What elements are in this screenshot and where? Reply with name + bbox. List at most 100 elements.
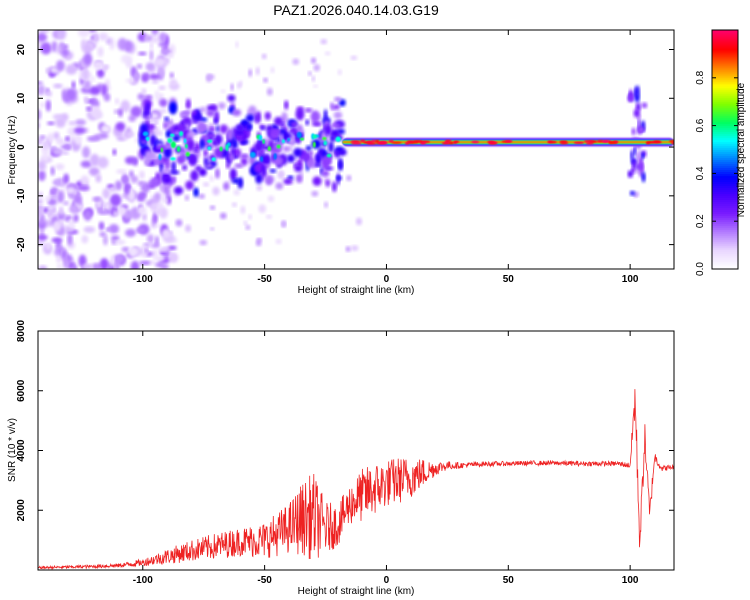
- colorbar-strip: [712, 179, 738, 182]
- snr-y-tick-label: 4000: [16, 439, 27, 462]
- colorbar-strip: [712, 33, 738, 37]
- spectrogram-cell: [171, 160, 176, 173]
- spectrogram-cell: [116, 169, 128, 174]
- spectrogram-cell: [38, 199, 44, 205]
- spectrogram-cell: [99, 231, 107, 237]
- snr-x-tick-label: 0: [384, 575, 390, 586]
- spectrogram-cell: [46, 242, 51, 251]
- colorbar-strip: [712, 69, 738, 73]
- colorbar-strip: [712, 121, 738, 125]
- spectrogram-cell: [198, 193, 205, 199]
- spectrogram-cell: [471, 140, 480, 144]
- spectrogram-cell: [120, 100, 131, 113]
- spectrogram-cell: [135, 227, 146, 233]
- spectrogram-cell: [287, 137, 291, 142]
- spectrogram-cell: [231, 202, 237, 207]
- colorbar-strip: [712, 261, 738, 264]
- spectrogram-cell: [283, 145, 291, 152]
- colorbar-strip: [712, 237, 738, 240]
- colorbar-strip: [712, 191, 738, 194]
- spectrogram-cell: [310, 110, 320, 123]
- colorbar-strip: [712, 37, 738, 41]
- spectrogram-cell: [55, 60, 65, 72]
- spectrogram-cell: [176, 145, 181, 153]
- colorbar-strip: [712, 127, 738, 131]
- spectrogram-cell: [585, 142, 594, 145]
- spectrogram-cell: [162, 198, 168, 203]
- spectrogram-cell: [186, 139, 195, 152]
- colorbar-strip: [712, 30, 738, 33]
- spectrogram-cell: [633, 109, 640, 118]
- colorbar-strip: [712, 241, 738, 244]
- spectrogram-cell: [627, 170, 633, 178]
- colorbar-strip: [712, 163, 738, 167]
- snr-y-tick-label: 8000: [16, 319, 27, 342]
- spectrogram-cell: [232, 178, 241, 184]
- colorbar-tick-label: 0.0: [695, 262, 706, 276]
- spectrogram-cell: [38, 109, 42, 121]
- colorbar-strip: [712, 101, 738, 105]
- colorbar-strip: [712, 151, 738, 155]
- spectrogram-cell: [270, 66, 275, 74]
- spectrogram-cell: [170, 133, 175, 137]
- snr-x-tick-label: 100: [622, 575, 639, 586]
- spectrogram-cell: [137, 180, 145, 186]
- spectrogram-y-tick-label: 10: [16, 92, 27, 104]
- spectrogram-cell: [52, 220, 62, 232]
- spectrogram-cell: [200, 139, 205, 150]
- spectrogram-cell: [248, 68, 252, 77]
- spectrogram-cell: [63, 256, 69, 269]
- colorbar-strip: [712, 85, 738, 89]
- spectrogram-cell: [350, 245, 359, 251]
- spectrogram-cell: [274, 156, 284, 166]
- colorbar-strip: [712, 153, 738, 157]
- spectrogram-cell: [240, 157, 248, 166]
- spectrogram-cell: [168, 101, 178, 115]
- snr-y-ticks: 2000 4000 6000 8000: [16, 319, 674, 521]
- spectrogram-cell: [233, 189, 240, 196]
- colorbar-strip: [712, 147, 738, 151]
- spectrogram-cell: [173, 186, 184, 195]
- spectrogram-cell: [281, 132, 292, 139]
- spectrogram-y-tick-label: 20: [16, 44, 27, 56]
- spectrogram-cell: [216, 125, 220, 133]
- spectrogram-cell: [265, 176, 273, 186]
- colorbar-strip: [712, 177, 738, 180]
- spectrogram-cell: [275, 182, 284, 190]
- spectrogram-cell: [121, 246, 130, 253]
- spectrogram-cell: [304, 107, 313, 113]
- spectrogram-cell: [154, 235, 159, 247]
- spectrogram-cell: [206, 109, 216, 117]
- spectrogram-cell: [292, 58, 300, 65]
- spectrogram-cell: [379, 140, 387, 144]
- spectrogram-cell: [198, 168, 207, 177]
- spectrogram-cell: [109, 193, 122, 207]
- spectrogram-cell: [41, 146, 49, 158]
- spectrogram-y-tick-label: -10: [16, 188, 27, 203]
- spectrogram-cell: [74, 132, 82, 146]
- spectrogram-cell: [258, 134, 263, 141]
- spectrogram-cell: [212, 186, 220, 196]
- colorbar-strip: [712, 251, 738, 254]
- spectrogram-cell: [81, 146, 91, 159]
- spectrogram-cell: [608, 141, 614, 144]
- spectrogram-cell: [45, 68, 50, 73]
- spectrogram-cell: [388, 139, 394, 143]
- spectrogram-cell: [153, 126, 160, 133]
- spectrogram-cell: [296, 131, 302, 139]
- spectrogram-cell: [130, 260, 140, 269]
- spectrogram-cell: [631, 127, 636, 136]
- colorbar-strip: [712, 225, 738, 228]
- colorbar-strip: [712, 267, 738, 270]
- colorbar-gradient: [712, 30, 738, 270]
- colorbar-strip: [712, 233, 738, 236]
- colorbar-strip: [712, 259, 738, 262]
- spectrogram-x-tick-label: 0: [384, 274, 390, 285]
- spectrogram-cell: [185, 224, 192, 233]
- colorbar-strip: [712, 161, 738, 165]
- spectrogram-cell: [75, 119, 87, 126]
- spectrogram-cell: [71, 80, 76, 90]
- colorbar-strip: [712, 113, 738, 117]
- spectrogram-cell: [154, 58, 165, 67]
- spectrogram-cell: [207, 146, 212, 151]
